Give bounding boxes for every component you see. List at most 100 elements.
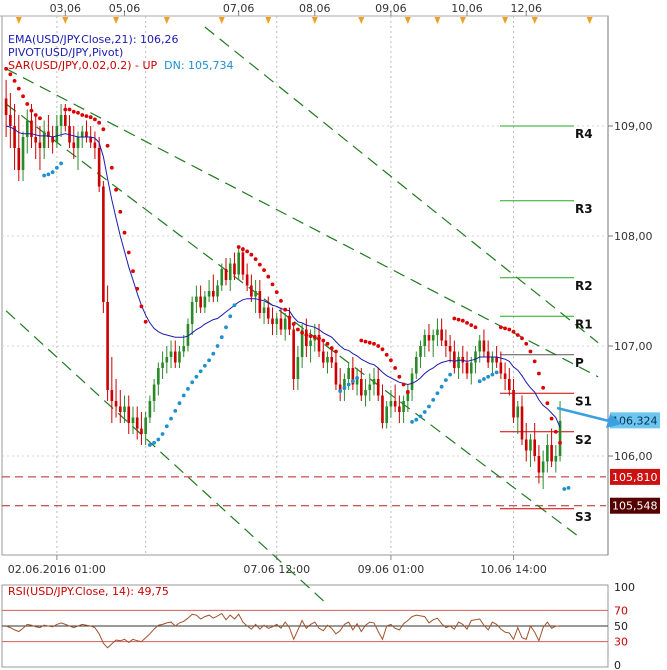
candle-body bbox=[330, 357, 334, 363]
candle-body bbox=[508, 379, 511, 390]
sar-dot-down bbox=[29, 108, 34, 113]
candle-body bbox=[173, 351, 177, 363]
sar-dot-down bbox=[84, 114, 89, 118]
sar-dot-down bbox=[473, 325, 478, 330]
event-marker bbox=[502, 17, 509, 24]
candle-body bbox=[131, 417, 135, 423]
sar-dn-legend-text: DN: 105,734 bbox=[164, 59, 234, 72]
candle-body bbox=[220, 269, 224, 286]
candle-body bbox=[237, 252, 240, 275]
candle-body bbox=[465, 362, 469, 374]
candle-body bbox=[157, 368, 160, 385]
candle-body bbox=[228, 263, 232, 280]
candle-body bbox=[495, 357, 498, 363]
sar-dot-down bbox=[236, 245, 241, 249]
sar-dot-up bbox=[435, 391, 440, 396]
event-marker bbox=[311, 17, 318, 24]
rsi-tick-label: 0 bbox=[614, 659, 621, 670]
candle-body bbox=[360, 379, 363, 396]
sar-dot-down bbox=[511, 329, 516, 334]
sar-dot-down bbox=[122, 230, 127, 235]
candle-body bbox=[38, 142, 42, 148]
sar-dot-down bbox=[405, 390, 410, 395]
arrow-annotation bbox=[556, 406, 622, 428]
candle-body bbox=[398, 406, 401, 412]
candle-body bbox=[520, 406, 524, 440]
candle-body bbox=[59, 115, 63, 126]
candle-body bbox=[216, 285, 219, 297]
sar-dot-up bbox=[431, 398, 436, 402]
candle-body bbox=[368, 384, 372, 390]
candle-body bbox=[76, 137, 80, 148]
sar-dot-up bbox=[427, 404, 431, 409]
sar-dot-up bbox=[355, 376, 359, 380]
sar-dot-down bbox=[300, 330, 305, 335]
candle-body bbox=[305, 329, 308, 346]
candle-body bbox=[106, 302, 109, 390]
pivot-label: R3 bbox=[575, 202, 593, 216]
candle-body bbox=[199, 296, 202, 308]
sar-dot-up bbox=[202, 363, 207, 368]
sar-dot-up bbox=[418, 414, 423, 419]
sar-dot-up bbox=[482, 377, 486, 381]
sar-dot-down bbox=[503, 326, 507, 331]
candle-body bbox=[42, 131, 46, 148]
sar-dot-down bbox=[131, 269, 135, 274]
sar-dot-up bbox=[160, 432, 165, 436]
candle-body bbox=[393, 401, 397, 407]
pivot-label: R1 bbox=[575, 317, 593, 331]
event-marker bbox=[113, 17, 120, 24]
candle-body bbox=[275, 318, 279, 324]
candle-body bbox=[482, 340, 486, 352]
sar-dot-up bbox=[562, 487, 567, 491]
candle-body bbox=[165, 357, 169, 363]
sar-legend: SAR(USD/JPY,0.02,0.2) - UP DN: 105,734 bbox=[8, 59, 234, 73]
candle-body bbox=[503, 373, 507, 379]
sar-dot-down bbox=[334, 349, 338, 354]
bottom-date-label: 10.06 14:00 bbox=[480, 563, 547, 576]
sar-dot-up bbox=[186, 387, 190, 391]
sar-dot-down bbox=[105, 143, 110, 148]
candle-body bbox=[135, 417, 139, 429]
candle-body bbox=[385, 406, 388, 423]
sar-dot-up bbox=[414, 417, 419, 422]
sar-dot-down bbox=[541, 385, 546, 390]
ema-legend-text: EMA(USD/JPY.Close,21): 106,26 bbox=[8, 33, 179, 46]
vertical-grid bbox=[56, 16, 515, 555]
sar-dot-down bbox=[274, 290, 279, 294]
rsi-tick-label: 50 bbox=[614, 620, 628, 633]
candle-body bbox=[25, 120, 29, 137]
candle-body bbox=[546, 445, 549, 462]
candle-body bbox=[13, 126, 16, 148]
sar-dot-down bbox=[549, 416, 554, 421]
candle-body bbox=[343, 379, 346, 390]
candle-body bbox=[34, 137, 38, 143]
candle-body bbox=[419, 346, 422, 357]
sar-dot-down bbox=[21, 94, 25, 99]
rsi-tick-label: 70 bbox=[614, 604, 628, 617]
sar-dot-up bbox=[46, 172, 51, 177]
candle-body bbox=[376, 379, 380, 396]
sar-dot-up bbox=[177, 401, 182, 406]
candle-body bbox=[410, 373, 414, 390]
candle-body bbox=[207, 291, 211, 297]
sar-dot-down bbox=[135, 286, 140, 291]
candle-body bbox=[89, 137, 92, 143]
sar-dot-down bbox=[245, 249, 250, 254]
sar-dot-down bbox=[88, 115, 93, 120]
candle-body bbox=[524, 439, 528, 451]
candle-body bbox=[558, 420, 562, 456]
level-tag-label: 105,810 bbox=[612, 471, 658, 484]
top-date-label: 10.06 bbox=[451, 2, 483, 15]
sar-dot-up bbox=[156, 437, 161, 442]
event-marker bbox=[586, 17, 593, 24]
price-tick-label: 107,00 bbox=[614, 340, 653, 353]
candle-body bbox=[169, 351, 173, 357]
pivot-label: S1 bbox=[575, 394, 592, 408]
sar-dot-up bbox=[228, 314, 233, 319]
sar-dot-down bbox=[109, 165, 114, 170]
candle-body bbox=[309, 340, 312, 346]
sar-dot-down bbox=[312, 335, 317, 340]
candle-body bbox=[4, 98, 8, 115]
candle-body bbox=[190, 302, 194, 324]
